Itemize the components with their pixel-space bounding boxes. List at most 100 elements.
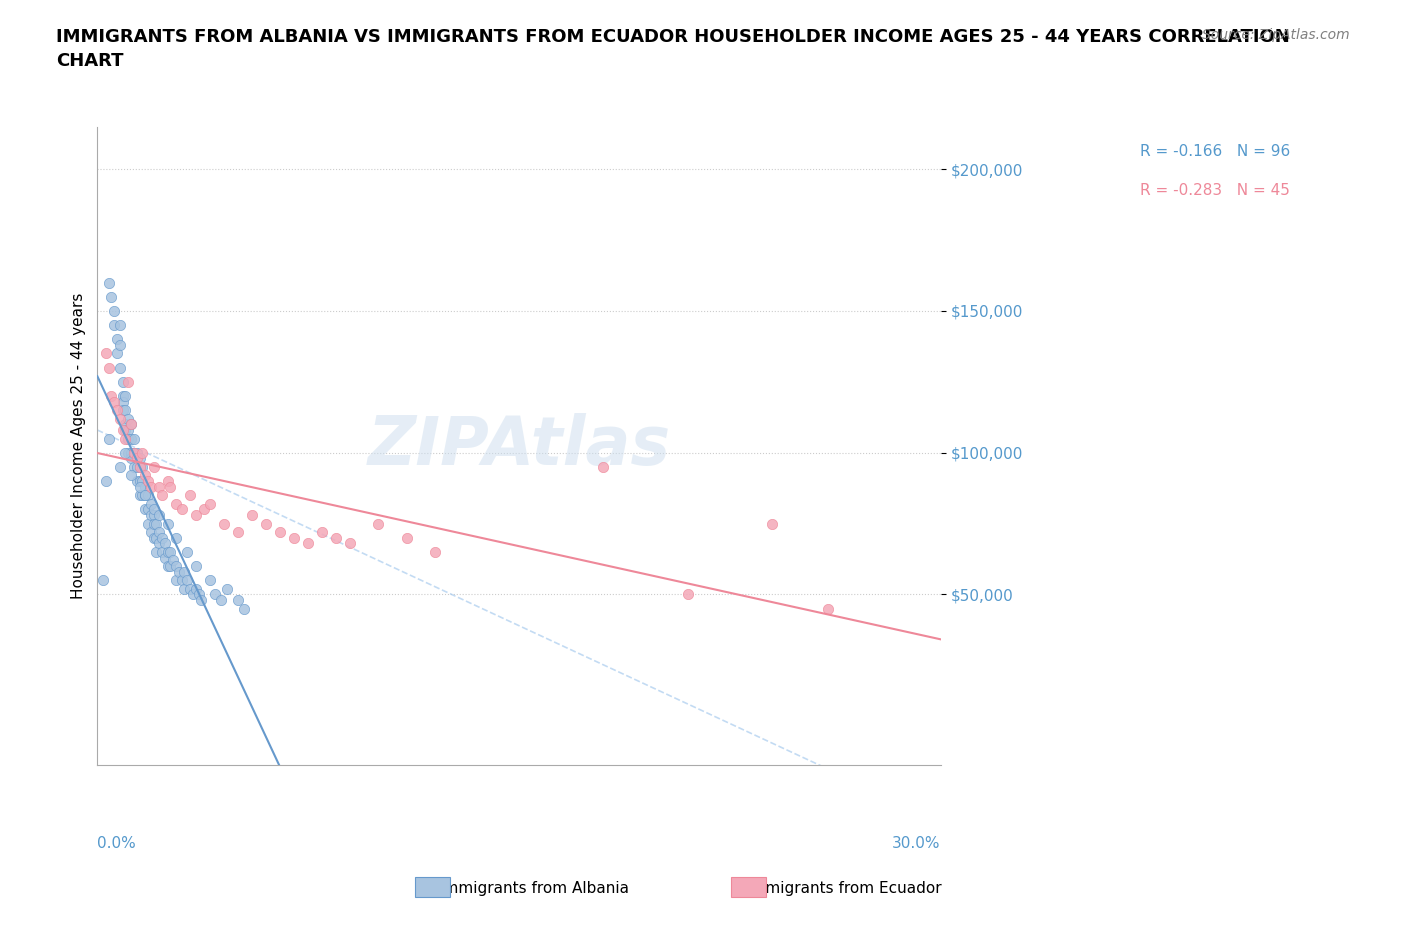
Point [122, 432, 145, 446]
Point [179, 581, 201, 596]
FancyBboxPatch shape [1090, 129, 1126, 158]
Point [125, 451, 148, 466]
Point [117, 432, 139, 446]
Point [114, 422, 136, 437]
Point [148, 479, 170, 494]
Point [150, 530, 173, 545]
Point [159, 479, 181, 494]
Text: Immigrants from Ecuador: Immigrants from Ecuador [745, 881, 942, 896]
Point [131, 445, 153, 460]
Point [134, 488, 156, 503]
Point [232, 601, 254, 616]
Point [156, 473, 179, 488]
Point [173, 565, 195, 579]
Point [108, 411, 131, 426]
Point [136, 502, 159, 517]
Point [103, 394, 125, 409]
Point [592, 459, 614, 474]
Point [142, 459, 165, 474]
Text: IMMIGRANTS FROM ALBANIA VS IMMIGRANTS FROM ECUADOR HOUSEHOLDER INCOME AGES 25 - : IMMIGRANTS FROM ALBANIA VS IMMIGRANTS FR… [56, 28, 1289, 70]
Point [103, 318, 125, 333]
Point [311, 525, 333, 539]
Point [108, 360, 131, 375]
Point [198, 497, 221, 512]
Point [209, 592, 232, 607]
Point [150, 545, 173, 560]
Point [184, 581, 207, 596]
Point [173, 581, 195, 596]
Point [114, 389, 136, 404]
Point [120, 432, 142, 446]
Point [165, 573, 187, 588]
Point [125, 473, 148, 488]
Text: R = -0.166   N = 96: R = -0.166 N = 96 [1140, 143, 1291, 159]
Point [676, 587, 699, 602]
Point [156, 545, 179, 560]
Point [181, 587, 204, 602]
Point [179, 488, 201, 503]
Point [165, 559, 187, 574]
Point [159, 545, 181, 560]
Point [176, 573, 198, 588]
Point [395, 530, 418, 545]
Point [170, 502, 193, 517]
Point [184, 508, 207, 523]
Point [170, 573, 193, 588]
Point [111, 394, 134, 409]
Point [91, 573, 114, 588]
Text: 0.0%: 0.0% [97, 835, 136, 851]
Point [198, 573, 221, 588]
Point [167, 565, 190, 579]
Point [139, 497, 162, 512]
Point [240, 508, 263, 523]
Point [103, 303, 125, 318]
Point [142, 502, 165, 517]
Point [176, 545, 198, 560]
Point [254, 516, 277, 531]
Point [283, 530, 305, 545]
Point [114, 432, 136, 446]
Point [105, 332, 128, 347]
Point [97, 275, 120, 290]
Point [142, 516, 165, 531]
Point [117, 422, 139, 437]
Point [128, 473, 150, 488]
Point [125, 459, 148, 474]
Point [134, 479, 156, 494]
Point [120, 417, 142, 432]
Point [128, 459, 150, 474]
Point [153, 551, 176, 565]
Point [148, 525, 170, 539]
Point [761, 516, 783, 531]
Point [153, 536, 176, 551]
Point [148, 536, 170, 551]
Point [134, 468, 156, 483]
Point [108, 338, 131, 352]
Point [117, 375, 139, 390]
Point [165, 530, 187, 545]
Point [139, 479, 162, 494]
Point [423, 545, 446, 560]
Point [131, 459, 153, 474]
Point [156, 559, 179, 574]
Point [128, 479, 150, 494]
Point [136, 516, 159, 531]
Point [131, 488, 153, 503]
Point [117, 411, 139, 426]
Y-axis label: Householder Income Ages 25 - 44 years: Householder Income Ages 25 - 44 years [72, 292, 86, 599]
Point [120, 468, 142, 483]
Point [97, 432, 120, 446]
Point [145, 516, 167, 531]
Point [325, 530, 347, 545]
Point [111, 375, 134, 390]
Point [367, 516, 389, 531]
Point [120, 445, 142, 460]
Point [159, 559, 181, 574]
Point [131, 473, 153, 488]
Point [142, 530, 165, 545]
Point [111, 403, 134, 418]
Text: Immigrants from Albania: Immigrants from Albania [439, 881, 630, 896]
Point [128, 488, 150, 503]
Point [108, 459, 131, 474]
Text: R = -0.283   N = 45: R = -0.283 N = 45 [1140, 183, 1291, 198]
